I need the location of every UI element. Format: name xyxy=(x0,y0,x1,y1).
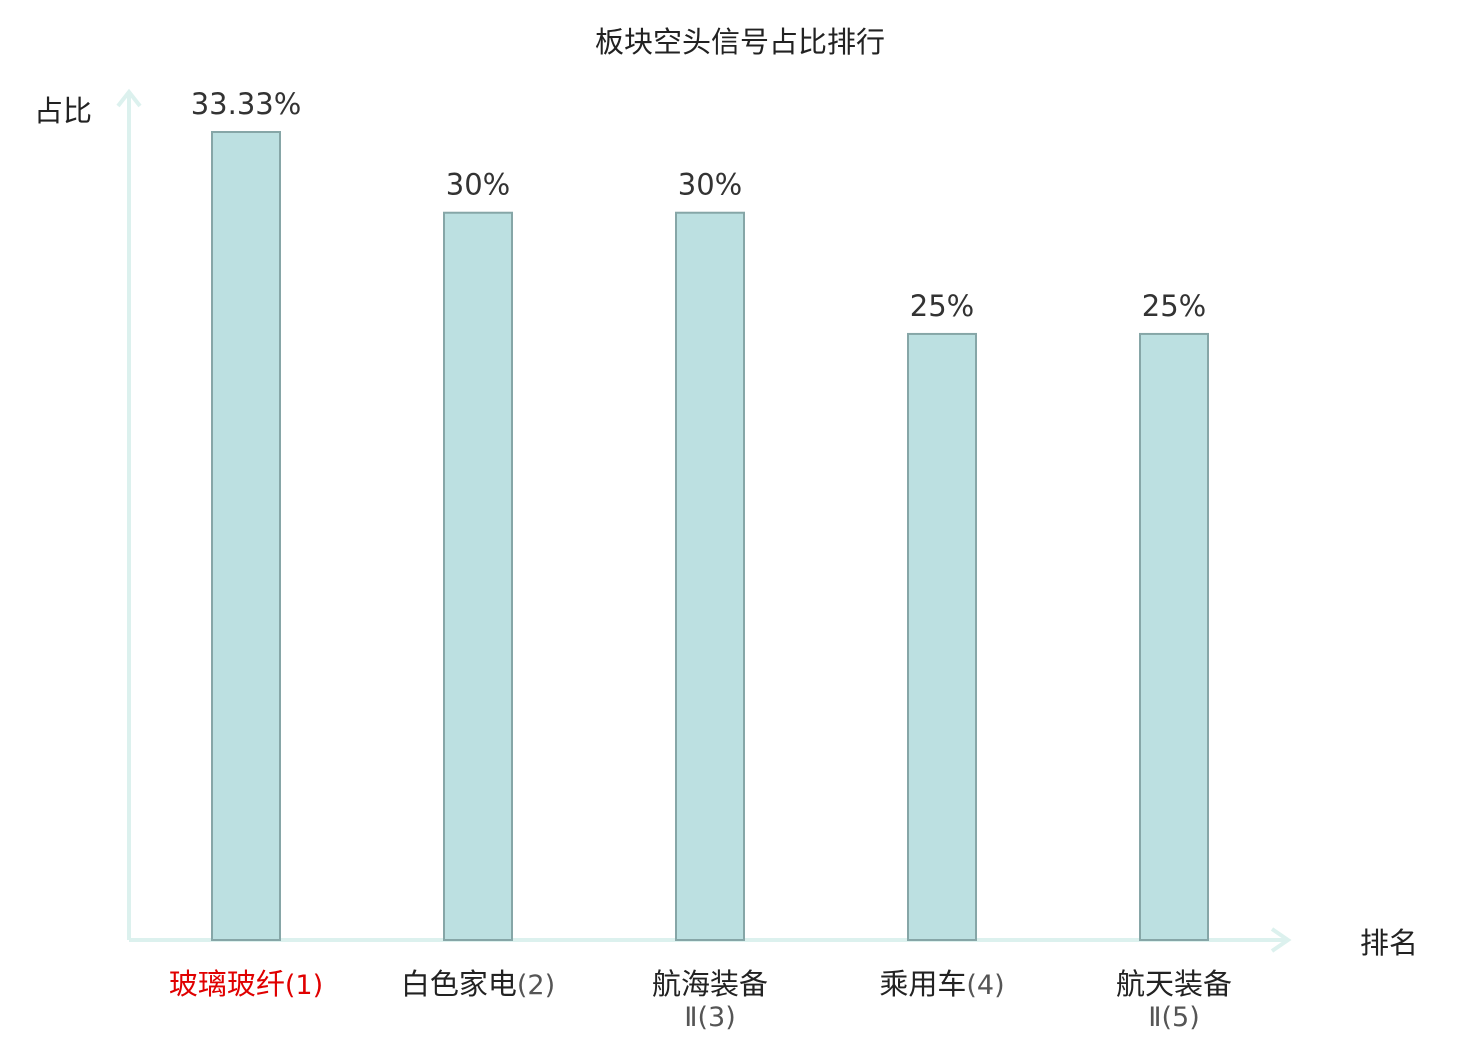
x-axis-label: 排名 xyxy=(1360,926,1418,960)
category-name: 白色家电 xyxy=(401,967,517,1001)
bar xyxy=(907,332,977,941)
chart-title: 板块空头信号占比排行 xyxy=(595,25,885,59)
category-rank: (4) xyxy=(966,970,1004,1001)
y-axis-label: 占比 xyxy=(34,94,92,128)
bar-value-label: 25% xyxy=(1142,289,1206,323)
bar xyxy=(1139,332,1209,941)
category-name: 航海装备 xyxy=(652,967,768,1001)
category-label: 航海装备 xyxy=(652,967,768,1001)
bar xyxy=(675,211,745,941)
value-labels-group: 33.33% 30% 30% 25% 25% xyxy=(191,87,1207,323)
category-label: 航天装备 xyxy=(1116,967,1232,1001)
category-label: 乘用车(4) xyxy=(879,967,1004,1001)
y-axis xyxy=(116,88,142,940)
bars-group xyxy=(211,131,1209,941)
category-name: 乘用车 xyxy=(879,967,966,1001)
bar-value-label: 25% xyxy=(910,289,974,323)
bar-value-label: 30% xyxy=(678,168,742,202)
category-rank: Ⅱ(5) xyxy=(1148,1002,1200,1033)
bar-value-label: 30% xyxy=(446,168,510,202)
category-rank: Ⅱ(3) xyxy=(684,1002,736,1033)
category-label: 玻璃玻纤(1) xyxy=(169,967,323,1001)
category-name: 玻璃玻纤 xyxy=(169,967,285,1001)
category-rank: (2) xyxy=(517,970,555,1001)
bar xyxy=(211,131,281,941)
category-rank: (1) xyxy=(285,970,323,1001)
bar-value-label: 33.33% xyxy=(191,87,302,121)
category-label: 白色家电(2) xyxy=(401,967,555,1001)
category-name: 航天装备 xyxy=(1116,967,1232,1001)
bar xyxy=(443,211,513,941)
